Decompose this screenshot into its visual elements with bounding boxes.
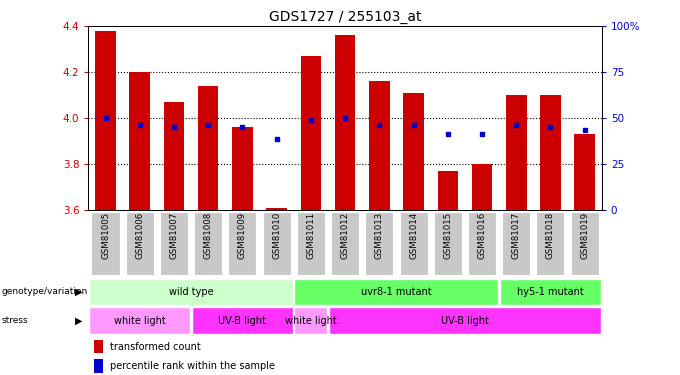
FancyBboxPatch shape (89, 279, 293, 304)
FancyBboxPatch shape (365, 212, 393, 276)
Bar (164, 102, 184, 210)
Text: GSM81016: GSM81016 (477, 212, 486, 259)
Text: GSM81015: GSM81015 (443, 212, 452, 259)
Text: GSM81018: GSM81018 (546, 212, 555, 259)
Text: UV-B light: UV-B light (218, 316, 267, 326)
FancyBboxPatch shape (92, 212, 120, 276)
FancyBboxPatch shape (500, 279, 601, 304)
Text: GSM81013: GSM81013 (375, 212, 384, 259)
Text: GSM81014: GSM81014 (409, 212, 418, 259)
Title: GDS1727 / 255103_at: GDS1727 / 255103_at (269, 10, 422, 24)
FancyBboxPatch shape (571, 212, 598, 276)
FancyBboxPatch shape (537, 212, 564, 276)
FancyBboxPatch shape (503, 212, 530, 276)
Bar (506, 95, 526, 210)
FancyBboxPatch shape (262, 212, 290, 276)
Text: ▶: ▶ (75, 316, 83, 326)
FancyBboxPatch shape (328, 307, 601, 334)
Bar (369, 81, 390, 210)
FancyBboxPatch shape (434, 212, 462, 276)
FancyBboxPatch shape (400, 212, 428, 276)
FancyBboxPatch shape (89, 307, 190, 334)
Bar (94, 359, 103, 373)
FancyBboxPatch shape (297, 212, 325, 276)
Text: GSM81009: GSM81009 (238, 212, 247, 259)
FancyBboxPatch shape (331, 212, 359, 276)
Text: GSM81017: GSM81017 (512, 212, 521, 259)
FancyBboxPatch shape (192, 307, 293, 334)
FancyBboxPatch shape (160, 212, 188, 276)
Text: GSM81005: GSM81005 (101, 212, 110, 259)
FancyBboxPatch shape (294, 307, 327, 334)
Text: GSM81007: GSM81007 (169, 212, 178, 259)
Text: hy5-1 mutant: hy5-1 mutant (517, 286, 584, 297)
Text: uvr8-1 mutant: uvr8-1 mutant (361, 286, 432, 297)
Bar (472, 164, 492, 210)
Text: white light: white light (285, 316, 337, 326)
Text: GSM81019: GSM81019 (580, 212, 589, 259)
FancyBboxPatch shape (294, 279, 498, 304)
Bar (403, 93, 424, 210)
Bar (94, 340, 103, 353)
Text: GSM81011: GSM81011 (307, 212, 316, 259)
Bar (335, 36, 356, 210)
Text: ▶: ▶ (75, 286, 83, 297)
Bar (267, 208, 287, 210)
FancyBboxPatch shape (126, 212, 154, 276)
Text: GSM81012: GSM81012 (341, 212, 350, 259)
Text: white light: white light (114, 316, 166, 326)
Text: stress: stress (1, 316, 28, 325)
Text: UV-B light: UV-B light (441, 316, 489, 326)
Bar (198, 86, 218, 210)
Text: GSM81010: GSM81010 (272, 212, 281, 259)
Bar (232, 128, 253, 210)
Bar (301, 56, 321, 210)
Text: wild type: wild type (169, 286, 214, 297)
Text: GSM81008: GSM81008 (204, 212, 213, 259)
Bar (95, 31, 116, 210)
Bar (540, 95, 561, 210)
Text: genotype/variation: genotype/variation (1, 287, 88, 296)
FancyBboxPatch shape (228, 212, 256, 276)
Bar (575, 134, 595, 210)
Text: transformed count: transformed count (110, 342, 201, 352)
Bar (437, 171, 458, 210)
Text: GSM81006: GSM81006 (135, 212, 144, 259)
Bar (129, 72, 150, 210)
FancyBboxPatch shape (194, 212, 222, 276)
FancyBboxPatch shape (468, 212, 496, 276)
Text: percentile rank within the sample: percentile rank within the sample (110, 362, 275, 371)
